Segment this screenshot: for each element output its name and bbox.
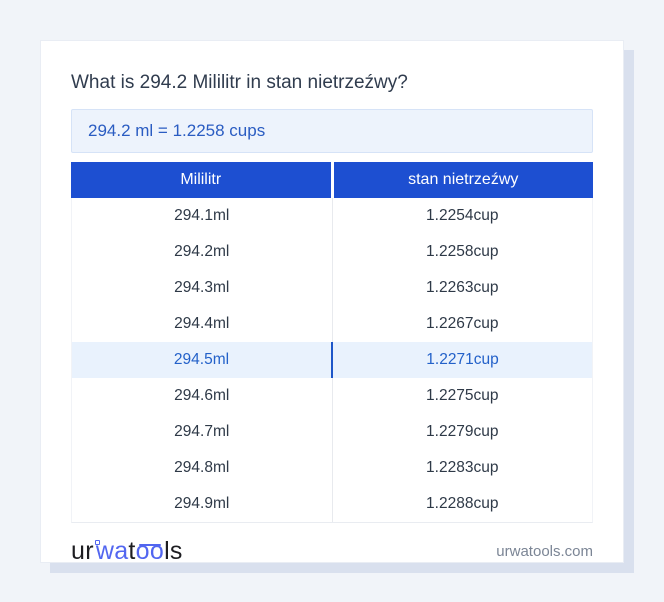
conversion-result-text: 294.2 ml = 1.2258 cups (88, 121, 266, 140)
logo-segment: ur (71, 536, 94, 565)
table-row[interactable]: 294.2ml 1.2258cup (72, 234, 592, 270)
cell-mililitr: 294.6ml (72, 378, 333, 414)
converter-card: What is 294.2 Mililitr in stan nietrzeźw… (40, 40, 624, 565)
logo-degree-mark-icon (94, 539, 100, 545)
cell-cup: 1.2271cup (426, 351, 499, 368)
page-title: What is 294.2 Mililitr in stan nietrzeźw… (71, 72, 408, 93)
cell-mililitr: 294.1ml (72, 198, 333, 234)
cell-cup: 1.2275cup (426, 387, 499, 404)
cell-mililitr: 294.2ml (72, 234, 333, 270)
cell-mililitr: 294.8ml (72, 450, 333, 486)
site-url[interactable]: urwatools.com (496, 542, 593, 560)
logo-segment: t (128, 536, 136, 565)
cell-mililitr: 294.9ml (72, 486, 333, 522)
table-body: 294.1ml 1.2254cup 294.2ml 1.2258cup 294.3ml 1… (71, 198, 593, 523)
cell-mililitr: 294.7ml (72, 414, 333, 450)
cell-cup: 1.2283cup (426, 459, 499, 476)
cell-cup: 1.2254cup (426, 207, 499, 224)
table-row[interactable]: 294.9ml 1.2288cup (72, 486, 592, 522)
logo-segment: wa (95, 536, 129, 565)
cell-mililitr: 294.4ml (72, 306, 333, 342)
table-row[interactable]: 294.6ml 1.2275cup (72, 378, 592, 414)
logo-segment: oo (135, 536, 165, 565)
logo-segment: ls (164, 536, 183, 565)
column-header-mililitr: Mililitr (71, 162, 331, 198)
cell-cup: 1.2258cup (426, 243, 499, 260)
conversion-table: Mililitr stan nietrzeźwy 294.1ml 1.2254cu… (71, 162, 593, 523)
column-header-cups: stan nietrzeźwy (333, 162, 593, 198)
table-header-row: Mililitr stan nietrzeźwy (71, 162, 593, 198)
cell-mililitr: 294.5ml (72, 342, 333, 378)
conversion-result-box: 294.2 ml = 1.2258 cups (71, 109, 593, 153)
logo[interactable]: urwatools (71, 537, 183, 566)
table-row[interactable]: 294.8ml 1.2283cup (72, 450, 592, 486)
cell-cup: 1.2267cup (426, 315, 499, 332)
table-row[interactable]: 294.3ml 1.2263cup (72, 270, 592, 306)
table-row[interactable]: 294.4ml 1.2267cup (72, 306, 592, 342)
cell-cup: 1.2279cup (426, 423, 499, 440)
cell-cup: 1.2263cup (426, 279, 499, 296)
cell-cup: 1.2288cup (426, 495, 499, 512)
table-row[interactable]: 294.5ml 1.2271cup (72, 342, 592, 378)
table-row[interactable]: 294.7ml 1.2279cup (72, 414, 592, 450)
table-row[interactable]: 294.1ml 1.2254cup (72, 198, 592, 234)
card-footer: urwatools urwatools.com (71, 531, 593, 571)
cell-mililitr: 294.3ml (72, 270, 333, 306)
